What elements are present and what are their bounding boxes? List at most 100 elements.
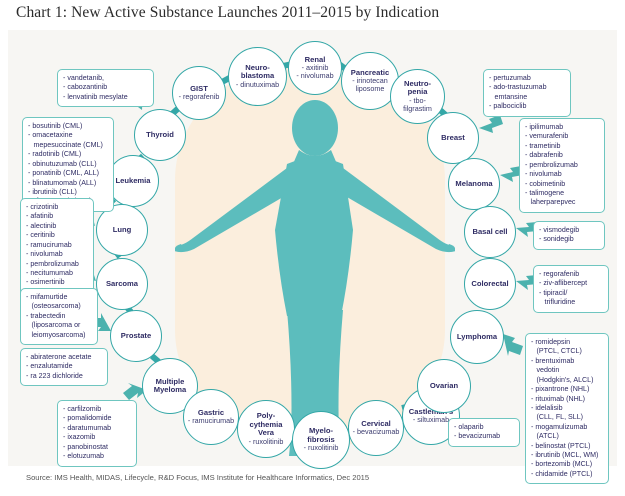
- circle-multiple-myeloma-label-2: Myeloma: [153, 385, 187, 394]
- box-breast-item-3: - palbociclib: [489, 102, 527, 111]
- box-prostate: - abiraterone acetate - enzalutamide - r…: [20, 348, 108, 387]
- box-prostate-item-0: - abiraterone acetate: [26, 353, 92, 361]
- box-lymphoma: - romidepsin (PTCL, CTCL) - brentuximab …: [525, 333, 609, 485]
- circle-myelofibrosis-label-2: fibrosis: [307, 434, 335, 444]
- box-basal-cell: - vismodegib - sonidegib: [533, 221, 605, 250]
- circle-sarcoma[interactable]: Sarcoma: [96, 258, 148, 310]
- box-multiple-myeloma-item-3: - ixazomib: [63, 433, 96, 442]
- circle-polycythemia-vera[interactable]: Poly- cythemia Vera - ruxolitinib: [237, 400, 295, 458]
- circle-ovarian-label: Ovarian: [429, 380, 459, 390]
- box-sarcoma-item-0: - mifamurtide: [26, 293, 68, 301]
- circle-cervical[interactable]: Cervical - bevacizumab: [348, 400, 404, 456]
- circle-gastric[interactable]: Gastric - ramucirumab: [183, 389, 239, 445]
- circle-castlemans-label: Castleman's: [408, 406, 454, 416]
- box-sarcoma-item-3: (liposarcoma or: [31, 321, 81, 330]
- circle-prostate[interactable]: Prostate: [110, 310, 162, 362]
- box-multiple-myeloma-item-2: - daratumumab: [63, 423, 112, 432]
- box-melanoma-item-7: - talimogene: [525, 188, 565, 197]
- box-lung-item-4: - ramucirumab: [26, 240, 72, 249]
- box-melanoma-item-4: - pembrolizumab: [525, 160, 578, 169]
- box-lymphoma-item-3: vedotin: [536, 366, 560, 375]
- box-lymphoma-item-13: - bortezomib (MCL): [531, 460, 593, 469]
- circle-neutropenia-drug-1: filgrastim: [403, 104, 432, 113]
- circle-myelofibrosis[interactable]: Myelo- fibrosis - ruxolitinib: [292, 411, 350, 469]
- circle-colorectal[interactable]: Colorectal: [464, 258, 516, 310]
- page-title: Chart 1: New Active Substance Launches 2…: [16, 4, 440, 21]
- circle-cervical-drug-0: - bevacizumab: [352, 427, 400, 437]
- box-ovarian: - olaparib - bevacizumab: [448, 418, 520, 447]
- circle-melanoma-label: Melanoma: [455, 178, 493, 188]
- box-breast-item-1: - ado-trastuzumab: [489, 83, 547, 92]
- box-colorectal-item-1: - ziv-aflibercept: [539, 279, 588, 288]
- box-breast-item-0: - pertuzumab: [489, 74, 531, 82]
- box-colorectal: - regorafenib - ziv-aflibercept - tipira…: [533, 265, 609, 313]
- circle-lung[interactable]: Lung: [96, 204, 148, 256]
- circle-colorectal-label: Colorectal: [471, 278, 509, 288]
- box-thyroid: - vandetanib, - cabozantinib - lenvatini…: [57, 69, 154, 108]
- box-sarcoma-item-2: - trabectedin: [26, 311, 66, 320]
- box-leukemia-item-3: - radotinib (CML): [28, 150, 82, 159]
- circle-polycythemia-vera-label-2: cythemia: [249, 419, 283, 429]
- box-basal-cell-item-0: - vismodegib: [539, 226, 580, 234]
- box-lung: - crizotinib - afatinib - alectinib - ce…: [20, 198, 94, 303]
- box-thyroid-item-2: - lenvatinib mesylate: [63, 92, 128, 101]
- box-basal-cell-item-1: - sonidegib: [539, 235, 574, 244]
- circle-neuroblastoma-drug-0: - dinutuximab: [235, 79, 280, 89]
- circle-leukemia[interactable]: Leukemia: [107, 155, 159, 207]
- box-leukemia-item-1: - omacetaxine: [28, 131, 73, 140]
- circle-polycythemia-vera-drug-0: - ruxolitinib: [248, 436, 284, 446]
- box-lung-item-1: - afatinib: [26, 212, 54, 221]
- box-breast-item-2: emtansine: [494, 92, 528, 101]
- box-lymphoma-item-6: - rituximab (NHL): [531, 394, 585, 403]
- circle-neuroblastoma[interactable]: Neuro- blastoma - dinutuximab: [228, 47, 287, 106]
- box-lymphoma-item-2: - brentuximab: [531, 356, 575, 365]
- box-melanoma-item-1: - vemurafenib: [525, 132, 569, 141]
- box-lung-item-8: - osimertinib: [26, 278, 65, 287]
- box-lung-item-2: - alectinib: [26, 221, 57, 230]
- box-leukemia-item-2: mepesuccinate (CML): [33, 140, 103, 149]
- circle-lung-label: Lung: [112, 224, 132, 234]
- circle-polycythemia-vera-label-3: Vera: [257, 428, 275, 438]
- box-lung-item-5: - nivolumab: [26, 250, 63, 259]
- box-colorectal-item-2: - tipiracil/: [539, 288, 568, 297]
- circle-polycythemia-vera-label-1: Poly-: [256, 411, 276, 421]
- circle-prostate-label: Prostate: [120, 330, 152, 340]
- box-ovarian-item-0: - olaparib: [454, 423, 484, 431]
- box-melanoma-item-8: laherparepvec: [530, 198, 576, 207]
- box-lymphoma-item-7: - idelalisib: [531, 403, 563, 412]
- circle-melanoma[interactable]: Melanoma: [448, 158, 500, 210]
- circle-ovarian[interactable]: Ovarian: [417, 359, 471, 413]
- circle-cervical-label: Cervical: [361, 418, 391, 428]
- circle-lymphoma[interactable]: Lymphoma: [450, 310, 504, 364]
- box-lymphoma-item-4: (Hodgkin's, ALCL): [536, 375, 594, 384]
- circle-multiple-myeloma-label-1: Multiple: [155, 376, 185, 386]
- box-leukemia-item-0: - bosutinib (CML): [28, 122, 83, 130]
- circle-thyroid[interactable]: Thyroid: [134, 109, 186, 161]
- box-lymphoma-item-14: - chidamide (PTCL): [531, 469, 593, 478]
- box-leukemia-item-5: - ponatinib (CML, ALL): [28, 169, 99, 178]
- box-sarcoma-item-1: (osteosarcoma): [31, 302, 81, 311]
- circle-pancreatic[interactable]: Pancreatic - irinotecan liposome: [341, 52, 399, 110]
- box-lung-item-7: - necitumumab: [26, 268, 73, 277]
- circle-renal[interactable]: Renal - axitinib - nivolumab: [288, 41, 342, 95]
- circle-gastric-drug-0: - ramucirumab: [187, 416, 235, 426]
- circle-sarcoma-label: Sarcoma: [105, 278, 139, 288]
- circle-pancreatic-drug-1: liposome: [355, 84, 385, 94]
- circle-myelofibrosis-label-1: Myelo-: [308, 426, 334, 436]
- box-lung-item-6: - pembrolizumab: [26, 259, 79, 268]
- circle-thyroid-label: Thyroid: [146, 129, 174, 139]
- circle-basal-cell[interactable]: Basal cell: [464, 206, 516, 258]
- box-leukemia-item-6: - blinatumomab (ALL): [28, 178, 97, 187]
- circle-breast-label: Breast: [441, 132, 465, 142]
- circle-pancreatic-drug-0: - irinotecan: [352, 76, 388, 86]
- circle-gist[interactable]: GIST - regorafenib: [172, 66, 226, 120]
- box-lung-item-3: - ceritinib: [26, 231, 55, 240]
- circle-breast[interactable]: Breast: [427, 112, 479, 164]
- box-thyroid-item-0: - vandetanib,: [63, 74, 105, 82]
- circle-neutropenia[interactable]: Neutro- penia - tbo- filgrastim: [390, 69, 445, 124]
- box-sarcoma-item-4: leiomyosarcoma): [31, 330, 86, 339]
- box-lymphoma-item-12: - ibrutinib (MCL, WM): [531, 451, 599, 460]
- circle-renal-label: Renal: [304, 54, 326, 64]
- box-thyroid-item-1: - cabozantinib: [63, 83, 108, 92]
